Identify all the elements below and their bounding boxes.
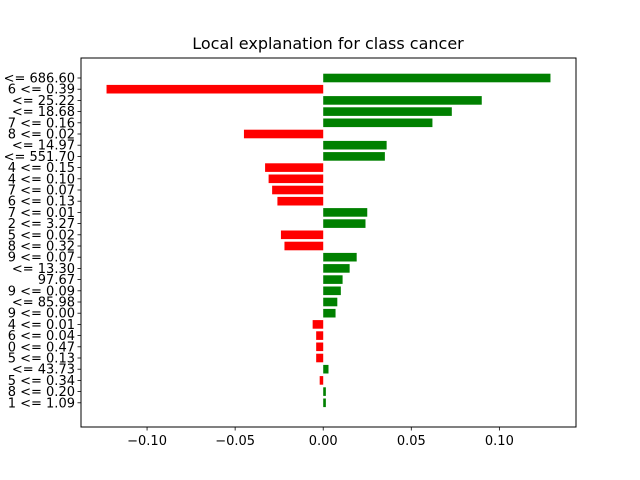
y-tick-label-10: 7 <= 0.07: [8, 184, 75, 199]
y-tick-label-16: 9 <= 0.07: [8, 251, 75, 266]
y-tick-label-15: 8 <= 0.32: [8, 240, 75, 255]
chart-title: Local explanation for class cancer: [192, 34, 464, 53]
bar-16: [323, 252, 357, 262]
bar-8: [265, 163, 324, 172]
y-tick-label-7: <= 551.70: [4, 150, 75, 165]
x-tick-label-3: 0.05: [397, 434, 426, 449]
bar-24: [316, 342, 324, 352]
x-tick-label-4: 0.10: [485, 434, 514, 449]
y-tick-label-19: 9 <= 0.09: [8, 284, 75, 299]
y-tick-label-27: 5 <= 0.34: [8, 374, 75, 389]
y-tick-label-13: 2 <= 3.27: [8, 217, 75, 232]
y-tick-label-23: 6 <= 0.04: [8, 329, 75, 344]
bar-3: [323, 107, 452, 116]
bar-12: [323, 208, 368, 217]
bar-23: [316, 331, 324, 340]
y-tick-label-29: 1 <= 1.09: [8, 396, 75, 411]
bar-19: [323, 286, 341, 296]
y-tick-label-24: 0 <= 0.47: [8, 340, 75, 355]
y-tick-label-4: 7 <= 0.16: [8, 116, 75, 131]
bar-28: [323, 387, 326, 396]
bar-13: [323, 219, 366, 228]
bar-2: [323, 96, 482, 105]
y-tick-label-1: 6 <= 0.39: [8, 83, 75, 98]
x-ticks: −0.10 −0.05 0.00 0.05 0.10: [127, 427, 514, 449]
bar-4: [323, 118, 433, 128]
y-tick-label-0: <= 686.60: [4, 72, 75, 87]
y-tick-label-8: 4 <= 0.15: [8, 161, 75, 176]
y-tick-label-22: 4 <= 0.01: [8, 318, 75, 333]
bar-9: [268, 174, 324, 184]
bar-29: [323, 398, 326, 408]
bar-14: [280, 230, 324, 240]
y-tick-label-18: 97.67: [38, 273, 75, 288]
bar-0: [323, 73, 551, 83]
y-tick-label-6: <= 14.97: [12, 139, 75, 154]
bar-15: [284, 241, 324, 251]
bar-22: [312, 320, 324, 329]
y-tick-label-28: 8 <= 0.20: [8, 385, 75, 400]
y-tick-label-14: 5 <= 0.02: [8, 228, 75, 243]
x-tick-label-1: −0.05: [215, 434, 255, 449]
bar-17: [323, 264, 350, 273]
y-tick-labels: <= 686.606 <= 0.39<= 25.22<= 18.687 <= 0…: [4, 72, 81, 411]
bar-1: [106, 84, 324, 94]
bar-20: [323, 297, 338, 307]
y-tick-label-21: 9 <= 0.00: [8, 307, 75, 322]
y-tick-label-25: 5 <= 0.13: [8, 352, 75, 367]
y-tick-label-20: <= 85.98: [12, 296, 75, 311]
bar-11: [277, 196, 324, 206]
bars-group: [106, 73, 551, 408]
bar-26: [323, 364, 329, 374]
plot-frame: [80, 57, 577, 428]
y-tick-label-11: 6 <= 0.13: [8, 195, 75, 210]
y-tick-label-9: 4 <= 0.10: [8, 172, 75, 187]
x-tick-label-0: −0.10: [127, 434, 167, 449]
y-tick-label-3: <= 18.68: [12, 105, 75, 120]
x-tick-label-2: 0.00: [309, 434, 338, 449]
y-tick-label-26: <= 43.73: [12, 363, 75, 378]
y-tick-label-5: 8 <= 0.02: [8, 128, 75, 143]
bar-27: [319, 376, 324, 385]
y-tick-label-2: <= 25.22: [12, 94, 75, 109]
bar-5: [243, 129, 324, 139]
y-tick-label-17: <= 13.30: [12, 262, 75, 277]
bar-25: [316, 353, 324, 363]
bar-6: [323, 140, 387, 150]
bar-10: [272, 185, 324, 195]
bar-21: [323, 308, 336, 318]
y-tick-label-12: 7 <= 0.01: [8, 206, 75, 221]
bar-7: [323, 152, 385, 161]
bar-18: [323, 275, 343, 284]
